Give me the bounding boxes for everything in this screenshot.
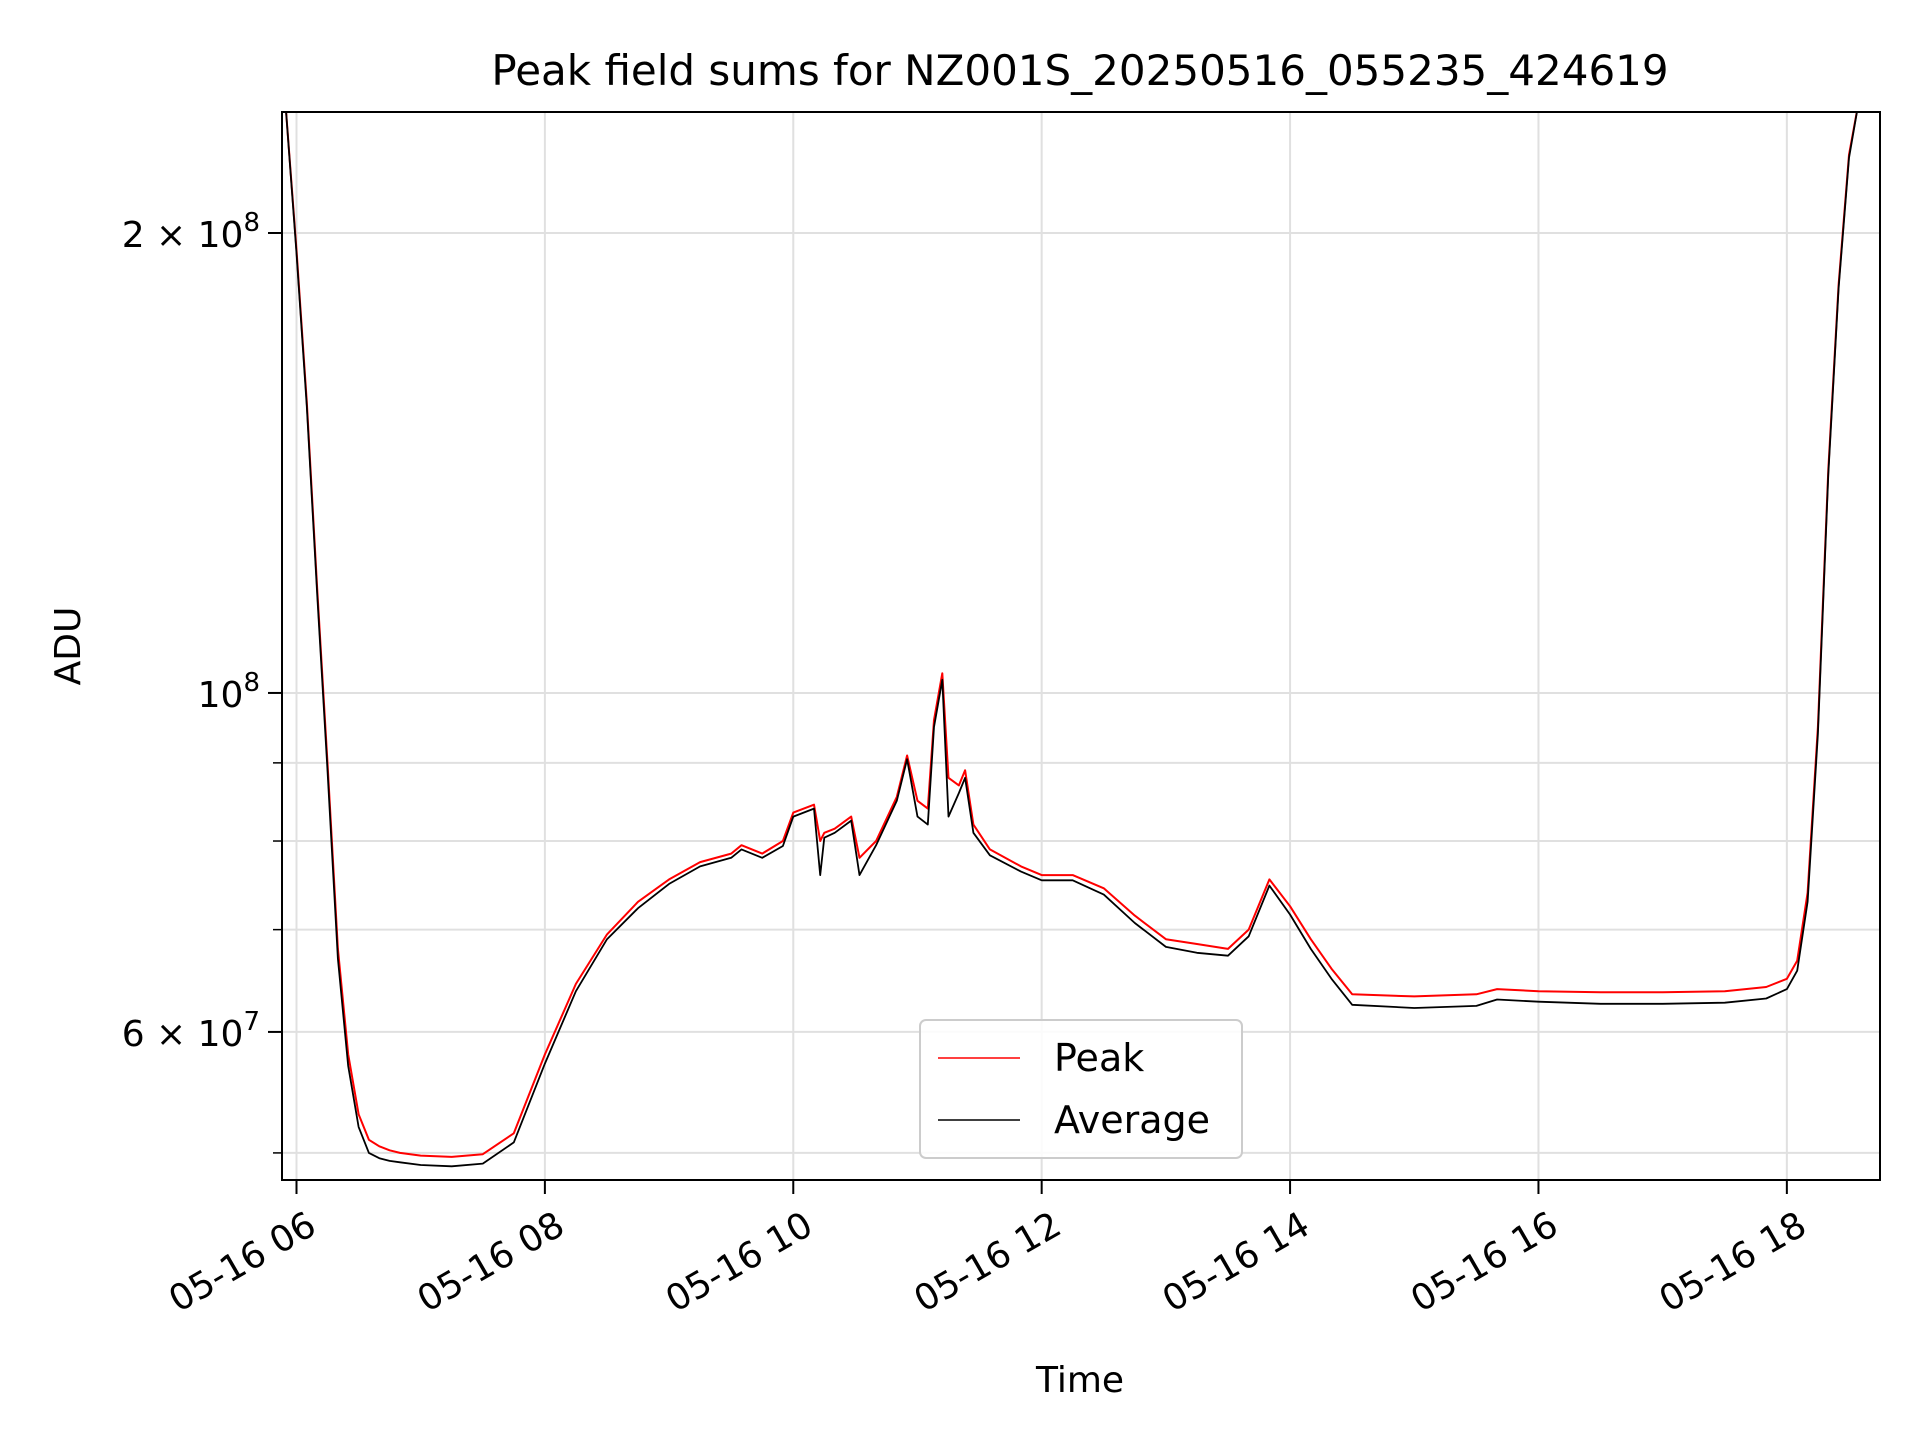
legend-label-peak: Peak xyxy=(1054,1036,1144,1080)
grid-layer xyxy=(282,112,1880,1180)
series-line-average xyxy=(285,112,1858,1168)
chart-title: Peak field sums for NZ001S_20250516_0552… xyxy=(491,46,1668,95)
y-tick-label: 2 × 108 xyxy=(122,208,260,256)
series-layer xyxy=(285,112,1858,1168)
y-axis: 2 × 108 108 6 × 107 xyxy=(122,208,282,1154)
series-line-peak xyxy=(285,112,1858,1158)
plot-area xyxy=(285,112,1858,1168)
y-tick-label: 108 xyxy=(198,668,260,716)
legend-box xyxy=(919,1019,1243,1159)
y-tick-label: 6 × 107 xyxy=(122,1007,260,1055)
legend-label-average: Average xyxy=(1054,1098,1210,1142)
plot-frame xyxy=(281,111,1881,1181)
y-axis-label: ADU xyxy=(48,607,89,686)
x-axis-label: Time xyxy=(1035,1360,1124,1401)
legend: Peak Average xyxy=(919,1019,1243,1159)
